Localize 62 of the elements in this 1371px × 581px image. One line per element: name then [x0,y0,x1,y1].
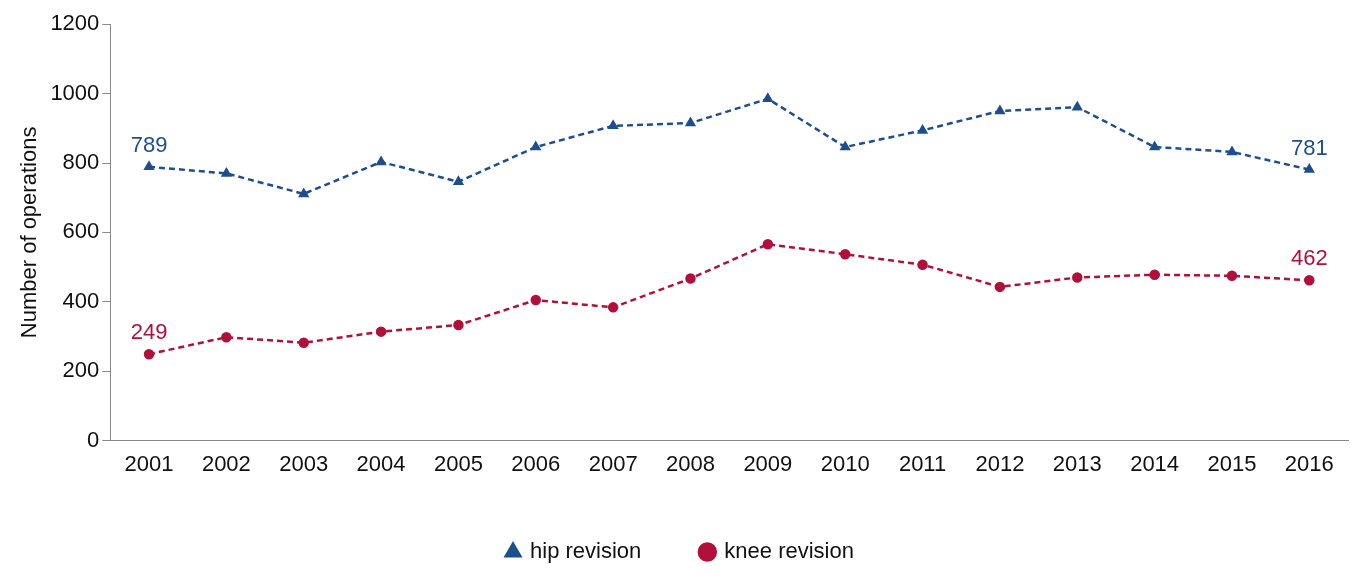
y-tick-label: 200 [62,357,100,383]
point [530,294,542,306]
point [995,105,1005,115]
point [1227,146,1237,156]
x-tick-label: 2004 [356,450,406,476]
y-tick-label: 600 [62,218,100,244]
data-label: 781 [1290,134,1328,160]
point [453,176,464,185]
data-label: 789 [130,131,168,157]
x-tick-label: 2006 [511,450,561,476]
legend-label: knee revision [724,538,854,564]
point [762,238,774,250]
point [917,259,928,270]
point [685,117,696,127]
point [1304,275,1315,286]
point [1072,101,1082,111]
x-tick-label: 2012 [975,450,1025,476]
y-tick-label: 1000 [50,79,100,105]
x-tick-label: 2010 [820,450,870,476]
point [531,141,541,151]
point [144,161,154,171]
point [917,125,928,134]
point [143,348,155,360]
y-tick-label: 1200 [50,10,100,36]
point [1149,141,1160,151]
point [1072,272,1083,283]
x-tick-label: 2007 [588,450,638,476]
x-tick-label: 2005 [433,450,483,476]
point [299,188,309,198]
point [685,273,696,284]
point [840,141,850,151]
x-tick-label: 2011 [898,450,947,476]
x-tick-label: 2009 [743,450,793,476]
y-tick-label: 400 [62,287,100,313]
point [607,302,619,313]
point [298,337,309,348]
x-tick-label: 2016 [1284,450,1334,476]
x-tick-label: 2003 [279,450,329,476]
x-tick-label: 2002 [201,450,251,476]
y-axis-title: Number of operations [16,126,42,339]
point [1149,269,1160,280]
point [1226,270,1238,282]
x-tick-label: 2014 [1130,450,1180,476]
point [376,156,386,166]
point [221,168,232,177]
point [221,331,232,343]
point [763,93,773,103]
y-tick-label: 0 [87,426,100,452]
data-label: 462 [1290,245,1328,271]
point [994,281,1006,293]
y-tick-label: 800 [62,149,100,175]
x-tick-label: 2001 [124,450,174,476]
point [839,249,851,260]
data-label: 249 [130,319,168,345]
x-tick-label: 2008 [666,450,715,476]
point [608,120,618,130]
point [453,319,464,331]
x-tick-label: 2013 [1052,450,1102,476]
x-tick-label: 2015 [1207,450,1257,476]
point [375,326,387,337]
legend-label: hip revision [530,538,642,564]
point [1304,164,1315,173]
